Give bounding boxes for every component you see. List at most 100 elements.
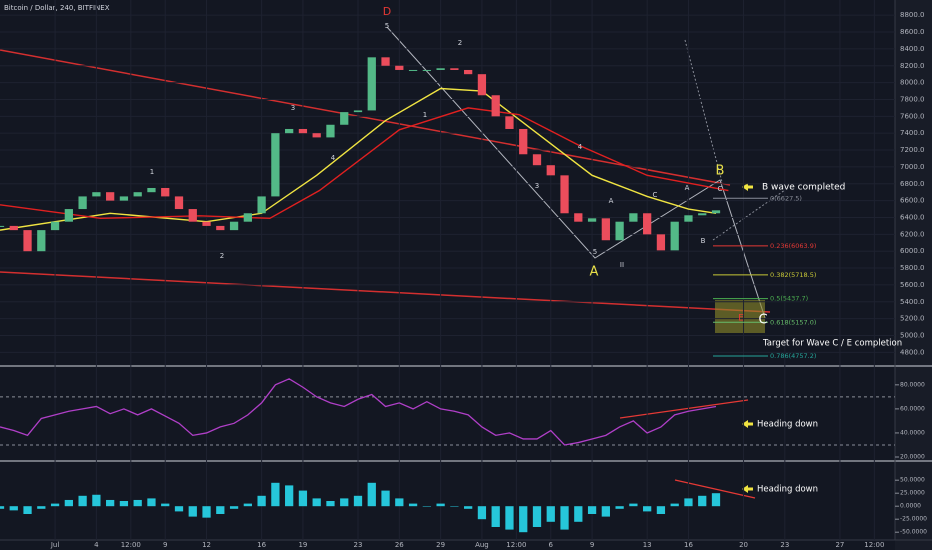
candle [670, 221, 679, 251]
rsi-line [0, 378, 717, 446]
dotted-line [684, 39, 723, 183]
y-tick-label: 6600.0 [900, 197, 925, 205]
rsi-tick-label: 60.0000 [900, 405, 925, 412]
annotation: 3 [291, 104, 295, 112]
candle [312, 133, 321, 138]
macd-histogram-bar [106, 499, 115, 507]
macd-histogram-bar [519, 506, 528, 533]
macd-histogram-bar [0, 506, 5, 509]
macd-tick-label: 0.0000 [900, 503, 921, 510]
macd-histogram-bar [50, 503, 60, 507]
y-tick-label: 5400.0 [900, 298, 925, 306]
candle [9, 225, 18, 231]
y-tick-label: 6800.0 [900, 180, 925, 188]
macd-histogram-bar [298, 490, 308, 507]
candle [174, 196, 184, 210]
candle [119, 196, 129, 201]
macd-histogram-bar [546, 506, 555, 522]
macd-histogram-bar [505, 506, 514, 530]
candle [422, 69, 431, 71]
candle [188, 209, 197, 222]
macd-tick-label: 50.0000 [900, 477, 925, 484]
candle [78, 196, 87, 210]
macd-histogram-bar [587, 506, 597, 514]
candle [546, 165, 555, 176]
macd-histogram-bar [532, 506, 542, 527]
macd-histogram-bar [312, 498, 321, 507]
y-tick-label: 7200.0 [900, 146, 925, 154]
fib-label: 0.786(4757.2) [770, 352, 816, 360]
price-axis-bg [895, 0, 932, 550]
candle [229, 221, 239, 231]
x-tick-label: 12:00 [864, 541, 884, 549]
macd-histogram-bar [9, 506, 18, 511]
y-tick-label: 6400.0 [900, 213, 925, 221]
moving-average [0, 107, 729, 220]
trend-line [0, 49, 731, 186]
candle [643, 213, 652, 235]
annotation: 2 [458, 39, 462, 47]
y-tick-label: 4800.0 [900, 348, 925, 356]
x-tick-label: 9 [590, 541, 594, 549]
candle [601, 218, 610, 241]
candle [271, 133, 280, 197]
macd-histogram-bar [257, 495, 266, 507]
annotation: A [685, 184, 690, 192]
candle [285, 128, 294, 134]
annotation: 1 [423, 111, 427, 119]
annotation: 3 [535, 182, 539, 190]
x-tick-label: Jul [50, 541, 60, 549]
candle [243, 213, 252, 222]
arrow-icon [742, 420, 753, 428]
y-tick-label: 8600.0 [900, 28, 925, 36]
y-tick-label: 7400.0 [900, 129, 925, 137]
y-tick-label: 5600.0 [900, 281, 925, 289]
macd-histogram-bar [656, 506, 666, 514]
candle [37, 230, 46, 252]
y-tick-label: 7600.0 [900, 112, 925, 120]
x-tick-label: 4 [94, 541, 99, 549]
target-box [715, 300, 765, 333]
y-tick-label: 8800.0 [900, 11, 925, 19]
x-tick-label: 16 [257, 541, 266, 549]
candle [353, 110, 363, 113]
macd-histogram-bar [698, 495, 707, 507]
candle [491, 95, 500, 117]
arrow-icon [742, 183, 753, 191]
annotation: Heading down [757, 420, 818, 430]
macd-histogram-bar [711, 493, 721, 507]
macd-histogram-bar [629, 503, 638, 507]
macd-histogram-bar [381, 490, 390, 507]
candle [340, 112, 349, 125]
candle [587, 218, 597, 222]
annotation: C [758, 313, 767, 328]
rsi-tick-label: 80.0000 [900, 381, 925, 388]
annotation: 5 [593, 248, 597, 256]
candle [92, 192, 101, 197]
annotation: B [716, 164, 725, 179]
candle [23, 230, 32, 252]
macd-histogram-bar [326, 501, 335, 507]
annotation: E [738, 314, 744, 324]
macd-histogram-bar [464, 506, 473, 509]
macd-tick-label: 25.0000 [900, 490, 925, 497]
annotation: II [620, 261, 624, 269]
x-tick-label: 12 [202, 541, 211, 549]
candle [147, 187, 156, 193]
macd-histogram-bar [78, 495, 87, 507]
x-tick-label: 23 [780, 541, 789, 549]
macd-histogram-bar [133, 499, 142, 507]
candle [408, 69, 418, 71]
annotation: B wave completed [762, 183, 845, 193]
y-tick-label: 7800.0 [900, 95, 925, 103]
candle [436, 68, 445, 70]
annotation: B [701, 237, 706, 245]
candle [656, 234, 666, 251]
x-tick-label: Aug [475, 541, 489, 549]
y-tick-label: 5000.0 [900, 331, 925, 339]
candle [574, 213, 583, 222]
y-tick-label: 7000.0 [900, 163, 925, 171]
macd-histogram-bar [37, 506, 46, 509]
fib-label: 0.5(5437.7) [770, 295, 808, 303]
